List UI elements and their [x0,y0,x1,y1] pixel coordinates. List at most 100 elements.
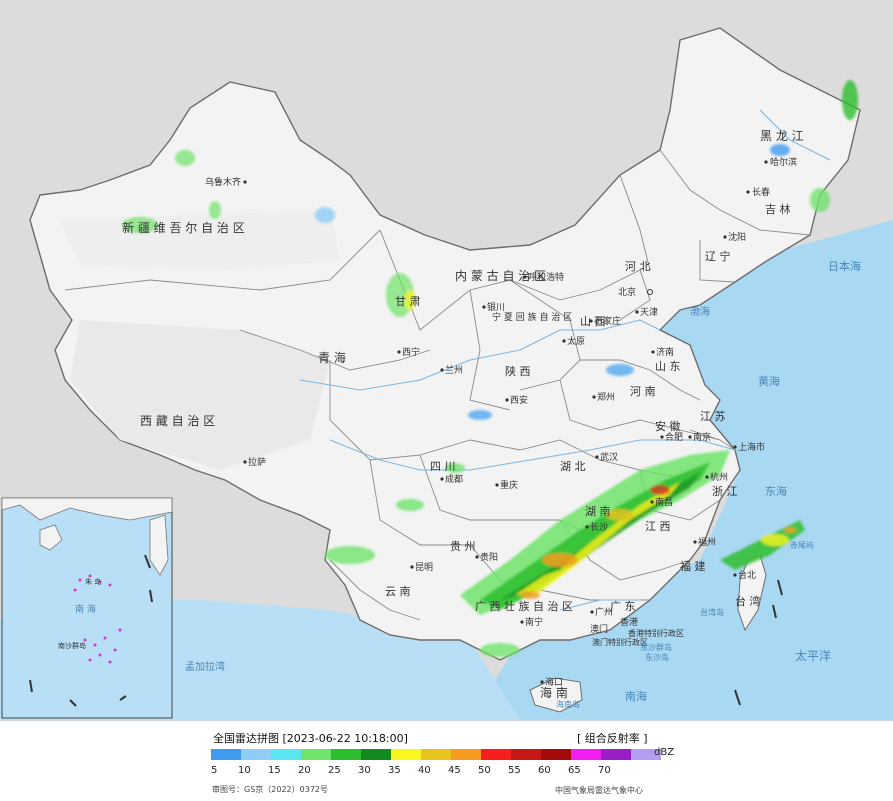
sea-taiwan-dao: 台湾岛 [700,607,724,617]
radar-map[interactable]: 黑 龙 江 吉 林 辽 宁 内 蒙 古 自 治 区 河 北 山 西 陕 西 河 … [0,0,893,720]
city-changsha: 长沙 [590,521,608,533]
label-guangxi: 广 西 壮 族 自 治 区 [475,599,573,613]
sea-chiwei: 赤尾屿 [790,541,814,550]
legend-label: 65 [568,765,581,776]
label-anhui: 安 徽 [655,419,681,433]
sea-taiping: 太平洋 [795,648,831,663]
legend-label: 55 [508,765,521,776]
legend-swatch [361,749,391,760]
city-hongkong: 香港 [620,616,638,628]
city-lhasa: 拉萨 [248,456,266,468]
credit-text: 中国气象局雷达气象中心 [555,786,643,795]
label-gansu: 甘 肃 [395,295,421,308]
city-haikou: 海口 [545,676,563,688]
label-hongkong-sar: 香港特别行政区 [628,628,684,638]
city-shenyang: 沈阳 [728,231,746,243]
legend-color-bar [211,749,661,760]
radar-echoes [122,80,858,657]
legend-label: 30 [358,765,371,776]
city-hohhot: 呼和浩特 [528,271,564,283]
legend-swatch [541,749,571,760]
sea-nanhai: 南海 [625,689,647,703]
basin-shade [60,210,340,270]
city-fuzhou: 福州 [698,536,716,548]
hainan-island [529,677,583,713]
legend-label: 25 [328,765,341,776]
label-hainan: 海 南 [540,685,568,700]
south-sea-strip [560,700,640,720]
legend-swatch [241,749,271,760]
legend-label: 15 [268,765,281,776]
city-nanjing: 南京 [693,431,711,443]
label-yunnan: 云 南 [385,585,411,598]
city-hangzhou: 杭州 [710,471,728,483]
label-henan: 河 南 [630,385,656,398]
city-xian: 西安 [510,394,528,406]
sea-bohai: 渤海 [690,305,710,318]
region-labels: 黑 龙 江 吉 林 辽 宁 内 蒙 古 自 治 区 河 北 山 西 陕 西 河 … [122,129,804,700]
city-shijiazhuang: 石家庄 [594,315,621,327]
city-dots [243,160,768,684]
legend-unit: dBZ [654,747,675,758]
label-xinjiang: 新 疆 维 吾 尔 自 治 区 [122,220,245,235]
inset-nansha: 南沙群岛 [58,641,86,650]
sea-hainan-dao: 海南岛 [556,699,580,709]
city-urumqi: 乌鲁木齐 [205,176,241,188]
inset-nanhai: 南 海 [75,603,96,615]
legend-swatch [601,749,631,760]
legend-product: [ 组合反射率 ] [577,732,648,745]
label-shaanxi: 陕 西 [505,364,531,378]
city-changchun: 长春 [752,186,770,198]
legend-label: 5 [211,765,218,776]
label-taiwan: 台 湾 [735,594,761,608]
label-macau-sar: 澳门特别行政区 [592,637,648,647]
sea-dongsha-dao: 东沙岛 [645,652,669,662]
city-tianjin: 天津 [640,307,658,318]
label-jiangxi: 江 西 [645,520,671,533]
label-ningxia: 宁 夏 回 族 自 治 区 [492,311,572,323]
label-jiangsu: 江 苏 [700,410,726,423]
sea-riben: 日本海 [828,259,861,273]
label-fujian: 福 建 [680,559,706,573]
label-neimenggu: 内 蒙 古 自 治 区 [455,268,546,283]
label-guangdong: 广 东 [610,600,636,613]
boundary-dashes [734,579,783,706]
sea-dongsha: 东沙群岛 [640,642,672,652]
city-guiyang: 贵阳 [480,551,498,563]
city-xining: 西宁 [402,346,420,358]
city-lanzhou: 兰州 [445,364,463,376]
label-liaoning: 辽 宁 [705,249,731,263]
label-sichuan: 四 川 [430,460,456,473]
city-nanchang: 南昌 [655,496,673,508]
city-nanning: 南宁 [525,616,543,628]
legend-label: 60 [538,765,551,776]
city-harbin: 哈尔滨 [770,156,797,168]
legend-swatch [421,749,451,760]
label-heilongjiang: 黑 龙 江 [760,129,804,143]
legend-swatch [571,749,601,760]
sea-mengjiala: 孟加拉湾 [185,660,225,673]
label-guizhou: 贵 州 [450,540,476,553]
city-chengdu: 成都 [445,473,463,485]
legend-label: 50 [478,765,491,776]
plateau-shade [70,320,330,470]
legend-label: 10 [238,765,251,776]
label-xizang: 西 藏 自 治 区 [140,414,215,428]
legend-swatch [331,749,361,760]
approval-number: 审图号：GS京（2022）0372号 [212,785,328,794]
city-chongqing: 重庆 [500,479,518,491]
legend-label: 40 [418,765,431,776]
label-hebei: 河 北 [625,260,651,273]
city-yinchuan: 银川 [487,301,505,313]
label-zhejiang: 浙 江 [712,485,738,498]
legend-label: 70 [598,765,611,776]
city-jinan: 济南 [656,346,674,358]
legend-swatch [211,749,241,760]
label-qinghai: 青 海 [318,350,346,365]
legend-labels: 5 10 15 20 25 30 35 40 45 50 55 60 65 70 [211,765,631,779]
south-china-sea-inset: 南 海 朱 岛 南沙群岛 [1,497,173,719]
city-macau: 澳门 [590,623,608,635]
label-hubei: 湖 北 [560,460,586,473]
legend-swatch [631,749,661,760]
city-taiyuan: 太原 [567,335,585,347]
